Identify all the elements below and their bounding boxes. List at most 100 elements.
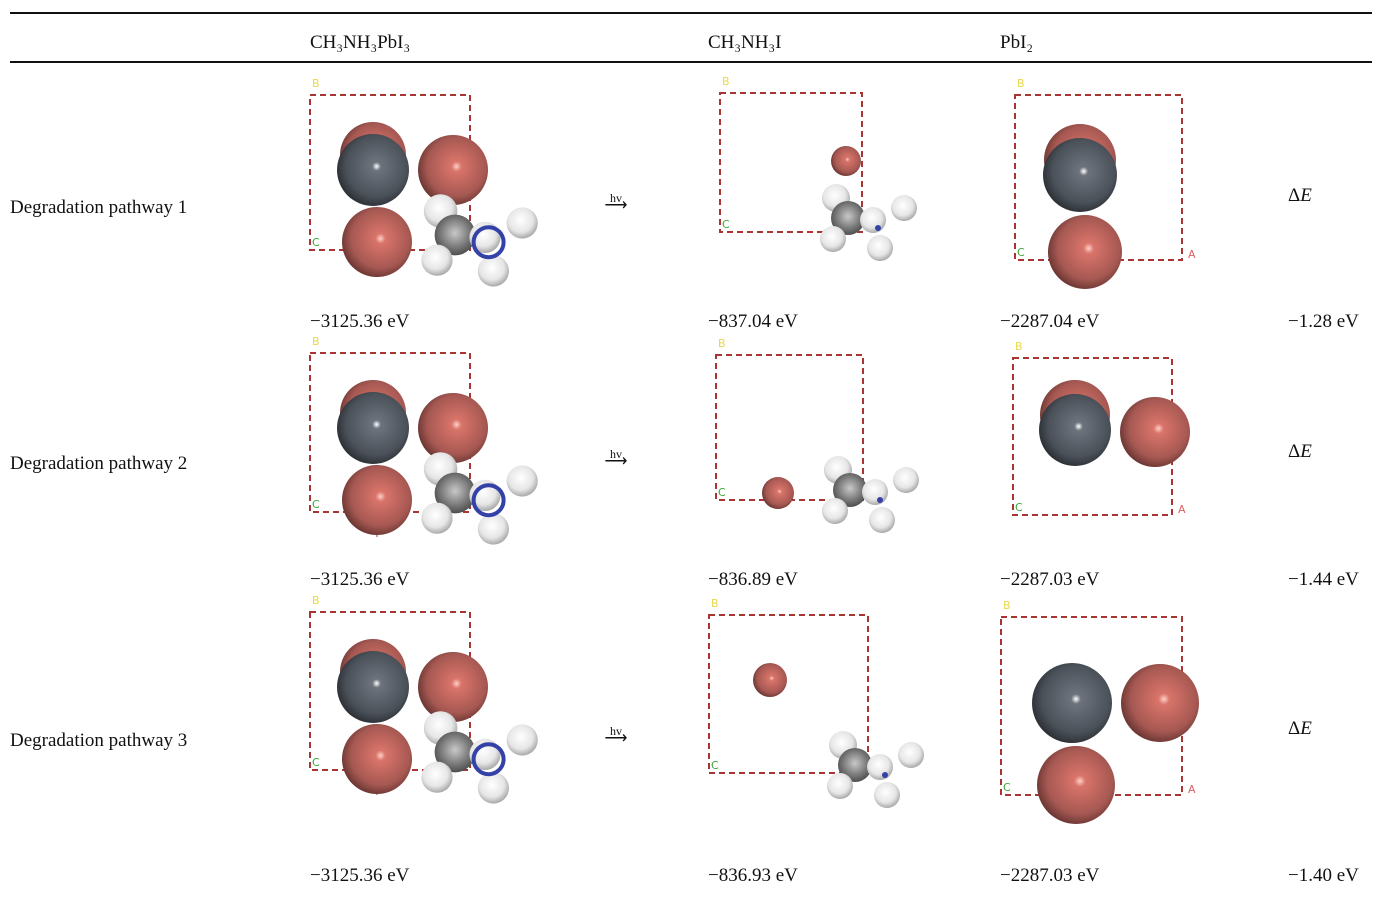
- iodine-atom: [753, 663, 787, 697]
- row-label: Degradation pathway 1: [10, 197, 188, 218]
- unit-cell: [1012, 357, 1173, 516]
- iodine-atom: [418, 652, 488, 722]
- iodine-atom: [342, 724, 412, 794]
- nitrogen-atom: [471, 742, 506, 777]
- delta-variable: E: [1300, 441, 1312, 462]
- column-header: CH₃NH₃PbI₃: [310, 32, 411, 53]
- unit-cell: [309, 352, 471, 513]
- hydrogen-atom: [822, 498, 848, 524]
- axis-label: B: [722, 75, 730, 88]
- carbon-atom: [838, 748, 872, 782]
- hydrogen-atom: [506, 207, 538, 239]
- delta-value: −1.28 eV: [1288, 311, 1359, 332]
- hydrogen-atom: [827, 773, 853, 799]
- nitrogen-atom: [471, 483, 506, 518]
- iodine-atom: [342, 465, 412, 535]
- hydrogen-atom: [477, 513, 509, 545]
- header-rule: [10, 61, 1372, 63]
- iodine-atom: [1048, 215, 1122, 289]
- row-label: Degradation pathway 2: [10, 453, 188, 474]
- arrow-label: hv: [610, 724, 622, 738]
- column-header: CH₃NH₃I: [708, 32, 782, 53]
- reaction-arrow: hv ⟶: [604, 448, 628, 470]
- structure-image: B C A: [1000, 599, 1199, 824]
- column-header: PbI₂: [1000, 32, 1034, 53]
- unit-cell: [309, 611, 471, 771]
- energy: −836.89 eV: [708, 569, 798, 590]
- axis-label: C: [722, 218, 730, 231]
- axis-label: B: [1017, 77, 1025, 90]
- hydrogen-atom: [867, 754, 893, 780]
- structure-image: BC: [715, 337, 919, 533]
- carbon-atom: [434, 731, 476, 773]
- energy: −3125.36 eV: [310, 311, 410, 332]
- axis-label: B: [1003, 599, 1011, 612]
- delta-variable: E: [1300, 718, 1312, 739]
- energy: −2287.03 eV: [1000, 865, 1100, 886]
- arrow: ⟶: [604, 197, 628, 214]
- axis-label: C: [711, 759, 719, 772]
- axis-label: C: [1017, 246, 1025, 259]
- hydrogen-atom: [860, 207, 886, 233]
- hydrogen-atom: [477, 255, 509, 287]
- delta-symbol: Δ: [1288, 185, 1301, 206]
- axis-label: B: [1015, 340, 1023, 353]
- iodine-atom: [1037, 746, 1115, 824]
- carbon-atom: [434, 472, 476, 514]
- axis-label: B: [312, 335, 320, 348]
- iodine-atom: [762, 477, 794, 509]
- top-rule: [10, 12, 1372, 14]
- iodine-atom: [831, 146, 861, 176]
- energy: −2287.03 eV: [1000, 569, 1100, 590]
- iodine-atom: [418, 393, 488, 463]
- structure-image: BC: [309, 335, 538, 545]
- axis-label: A: [1178, 503, 1186, 516]
- hydrogen-atom: [477, 772, 509, 804]
- structure-image: BC: [309, 594, 538, 804]
- lead-atom: [337, 392, 409, 464]
- hydrogen-atom: [874, 782, 900, 808]
- unit-cell: [708, 614, 869, 774]
- iodine-atom: [1120, 397, 1190, 467]
- delta-label: ΔE: [1288, 442, 1312, 461]
- delta-label: ΔE: [1288, 186, 1312, 205]
- energy: −3125.36 eV: [310, 865, 410, 886]
- nitrogen-atom: [875, 225, 881, 231]
- lead-atom: [1032, 663, 1112, 743]
- axis-label: C: [312, 756, 320, 769]
- hydrogen-atom: [898, 742, 924, 768]
- axis-label: A: [1188, 783, 1196, 796]
- carbon-atom: [434, 214, 476, 256]
- axis-label: C: [718, 486, 726, 499]
- lead-atom: [1039, 394, 1111, 466]
- energy: −2287.04 eV: [1000, 311, 1100, 332]
- hydrogen-atom: [421, 244, 453, 276]
- axis-label: B: [711, 597, 719, 610]
- axis-label: C: [312, 498, 320, 511]
- axis-label: C: [312, 236, 320, 249]
- iodine-atom: [1121, 664, 1199, 742]
- hydrogen-atom: [869, 507, 895, 533]
- lead-atom: [337, 134, 409, 206]
- carbon-atom: [833, 473, 867, 507]
- hydrogen-atom: [867, 235, 893, 261]
- hydrogen-atom: [506, 724, 538, 756]
- structure-image: BC: [708, 597, 924, 808]
- delta-label: ΔE: [1288, 719, 1312, 738]
- energy: −3125.36 eV: [310, 569, 410, 590]
- row-label: Degradation pathway 3: [10, 730, 188, 751]
- structure-image: B C A: [1014, 77, 1196, 289]
- hydrogen-atom: [891, 195, 917, 221]
- axis-label: B: [312, 77, 320, 90]
- delta-symbol: Δ: [1288, 441, 1301, 462]
- axis-label: A: [1188, 248, 1196, 261]
- reaction-arrow: hv ⟶: [604, 192, 628, 214]
- delta-value: −1.44 eV: [1288, 569, 1359, 590]
- carbon-atom: [831, 201, 865, 235]
- arrow: ⟶: [604, 453, 628, 470]
- axis-label: B: [718, 337, 726, 350]
- arrow-label: hv: [610, 447, 622, 461]
- arrow: ⟶: [604, 730, 628, 747]
